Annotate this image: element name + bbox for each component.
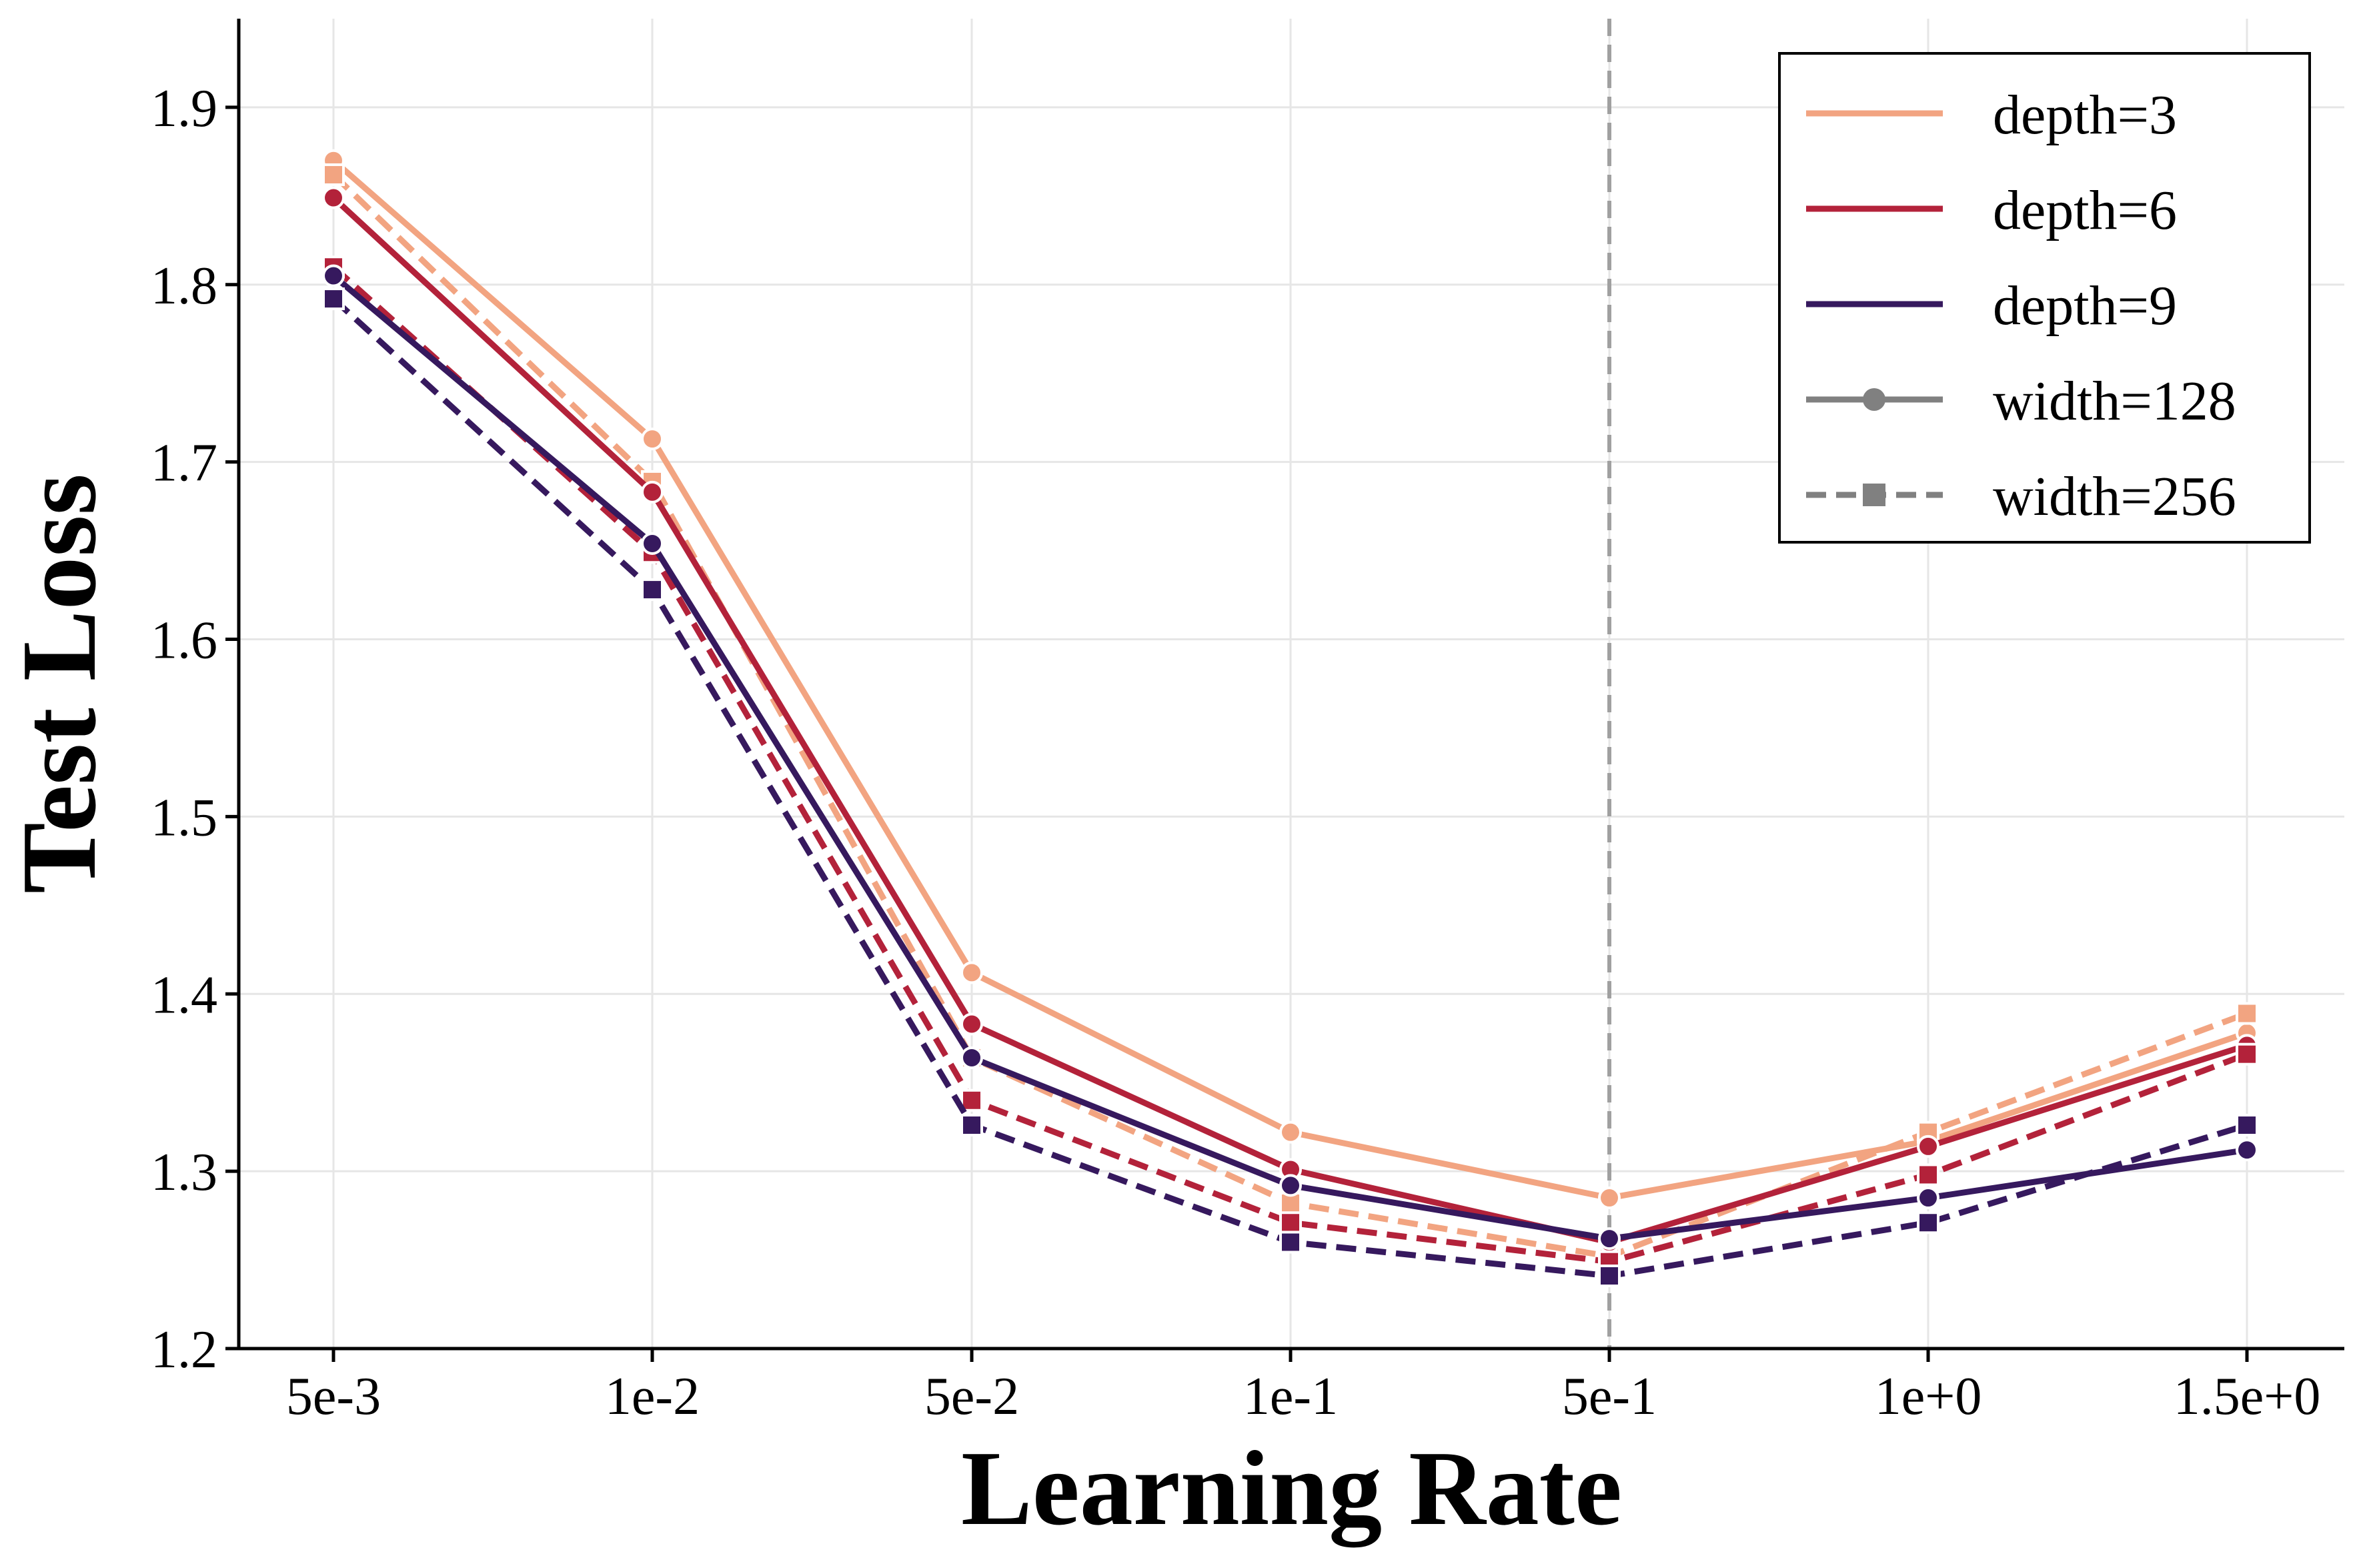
legend-label-depth-9: depth=9 [1993, 275, 2177, 337]
data-point-depth-6-width-128-1e-0 [1917, 1134, 1939, 1158]
data-point-depth-9-width-128-1e-0 [1917, 1187, 1939, 1210]
data-point-depth-6-width-128-1e-2 [641, 480, 664, 504]
legend-entry-width-128: width=128 [1806, 370, 2236, 432]
data-point-depth-9-width-128-5e-1 [1598, 1227, 1621, 1251]
data-point-depth-6-width-256-5e-2 [960, 1088, 983, 1112]
y-tick-label-1-6: 1.6 [151, 612, 217, 670]
x-axis-title: Learning Rate [961, 1429, 1622, 1548]
legend: depth=3 depth=6 depth=9 width=128 width=256 [1778, 52, 2311, 544]
y-tick-label-1-2: 1.2 [151, 1321, 217, 1379]
y-tick-label-1-9: 1.9 [151, 79, 217, 138]
x-tick-label-1e-1: 1e-1 [1243, 1367, 1338, 1426]
data-point-depth-9-width-256-1e-0 [1917, 1211, 1939, 1235]
series-depth-9-width-128 [322, 264, 2258, 1251]
y-tick-label-1-7: 1.7 [151, 434, 217, 493]
data-point-depth-6-width-256-1e-1 [1279, 1211, 1302, 1235]
legend-box [1778, 52, 2311, 544]
x-tick-label-5e-1: 5e-1 [1562, 1367, 1657, 1426]
data-point-depth-6-width-128-5e-2 [960, 1012, 983, 1036]
axes [225, 19, 2344, 1362]
legend-label-depth-6: depth=6 [1993, 179, 2177, 241]
data-point-depth-9-width-256-1e-2 [641, 578, 664, 602]
data-point-depth-6-width-256-1e-0 [1917, 1163, 1939, 1187]
series-depth-9-width-256 [322, 287, 2258, 1287]
series-group [322, 149, 2258, 1287]
y-axis-title: Test Loss [0, 474, 118, 894]
data-point-depth-9-width-128-1e-2 [641, 532, 664, 555]
data-point-depth-9-width-256-1e-1 [1279, 1231, 1302, 1254]
y-tick-label-1-5: 1.5 [151, 788, 217, 847]
data-point-depth-9-width-256-5e-2 [960, 1114, 983, 1137]
data-point-depth-3-width-128-5e-1 [1598, 1187, 1621, 1210]
x-tick-label-5e-3: 5e-3 [286, 1367, 381, 1426]
data-point-depth-9-width-256-5e-1 [1598, 1264, 1621, 1287]
legend-marker-width-256 [1863, 484, 1885, 506]
data-point-depth-3-width-256-1-5e-0 [2236, 1002, 2258, 1025]
data-point-depth-3-width-256-5e-3 [322, 163, 345, 186]
legend-marker-width-128 [1863, 388, 1885, 411]
data-point-depth-9-width-128-1e-1 [1279, 1174, 1302, 1197]
legend-label-width-128: width=128 [1993, 370, 2236, 432]
data-point-depth-3-width-128-1e-1 [1279, 1120, 1302, 1144]
tick-labels: 5e-3 1e-2 5e-2 1e-1 5e-1 1e+0 1.5e+0 1.2 1.3 1.4 1… [151, 79, 2320, 1426]
x-tick-label-1e-0: 1e+0 [1875, 1367, 1982, 1426]
x-tick-label-1e-2: 1e-2 [605, 1367, 700, 1426]
data-point-depth-9-width-128-1-5e-0 [2236, 1138, 2258, 1162]
data-point-depth-9-width-128-5e-2 [960, 1046, 983, 1069]
legend-entry-width-256: width=256 [1806, 466, 2236, 528]
legend-entry-depth-9: depth=9 [1806, 275, 2177, 337]
y-tick-label-1-4: 1.4 [151, 966, 217, 1024]
data-point-depth-6-width-128-5e-3 [322, 186, 345, 209]
data-point-depth-6-width-256-1-5e-0 [2236, 1042, 2258, 1066]
legend-entry-depth-3: depth=3 [1806, 84, 2177, 146]
x-tick-label-1-5e-0: 1.5e+0 [2174, 1367, 2321, 1426]
data-point-depth-9-width-256-5e-3 [322, 287, 345, 311]
data-point-depth-9-width-128-5e-3 [322, 264, 345, 287]
x-tick-label-5e-2: 5e-2 [924, 1367, 1019, 1426]
data-point-depth-3-width-128-5e-2 [960, 961, 983, 984]
legend-entry-depth-6: depth=6 [1806, 179, 2177, 241]
legend-label-width-256: width=256 [1993, 466, 2236, 528]
data-point-depth-3-width-128-1e-2 [641, 428, 664, 451]
legend-label-depth-3: depth=3 [1993, 84, 2177, 146]
y-tick-label-1-3: 1.3 [151, 1143, 217, 1202]
data-point-depth-9-width-256-1-5e-0 [2236, 1114, 2258, 1137]
y-tick-label-1-8: 1.8 [151, 257, 217, 315]
